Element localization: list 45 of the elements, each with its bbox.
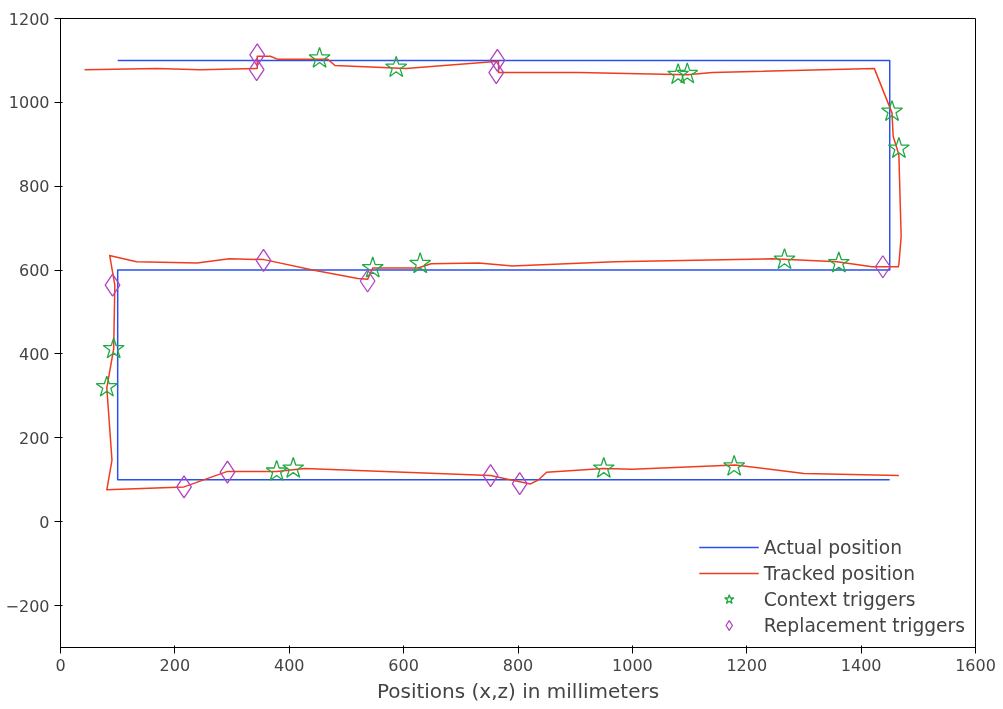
y-tick-label: 800 xyxy=(18,177,50,197)
y-tick-label: 200 xyxy=(18,428,50,448)
x-tick-label: 1200 xyxy=(726,655,768,675)
point xyxy=(409,252,432,274)
point xyxy=(308,46,331,68)
x-tick-label: 600 xyxy=(388,655,419,675)
point xyxy=(102,337,125,359)
legend-label: Replacement triggers xyxy=(763,614,965,636)
point xyxy=(385,55,408,78)
point xyxy=(667,63,690,85)
y-tick-label: −200 xyxy=(5,596,50,616)
x-axis-title: Positions (x,z) in millimeters xyxy=(376,678,660,703)
point xyxy=(265,459,288,481)
point xyxy=(249,43,266,67)
x-tick-label: 1000 xyxy=(612,655,653,675)
x-tick-label: 800 xyxy=(502,655,534,675)
legend-label: Tracked position xyxy=(763,562,916,584)
point xyxy=(773,247,796,270)
point xyxy=(219,460,236,484)
y-tick-label: 600 xyxy=(18,261,50,281)
y-tick-label: 1000 xyxy=(8,93,50,113)
legend-label: Context triggers xyxy=(763,588,916,610)
point xyxy=(104,273,121,297)
point xyxy=(676,62,699,84)
x-tick-label: 1400 xyxy=(840,655,882,675)
point xyxy=(592,456,615,478)
y-tick-label: 1200 xyxy=(8,9,50,29)
point xyxy=(827,251,850,273)
point xyxy=(361,256,384,278)
point xyxy=(248,58,265,82)
point xyxy=(880,99,904,122)
point xyxy=(359,269,376,293)
x-tick-label: 400 xyxy=(273,655,305,675)
x-tick-label: 0 xyxy=(55,655,66,675)
point xyxy=(95,375,118,397)
point xyxy=(176,475,193,499)
point xyxy=(874,255,891,279)
x-tick-label: 200 xyxy=(159,655,191,675)
point xyxy=(282,456,305,478)
point xyxy=(887,136,910,159)
point xyxy=(723,454,746,476)
y-tick-label: 400 xyxy=(18,344,50,364)
y-tick-label: 0 xyxy=(39,512,50,532)
legend-label: Actual position xyxy=(763,536,903,558)
x-tick-label: 1600 xyxy=(955,655,996,675)
